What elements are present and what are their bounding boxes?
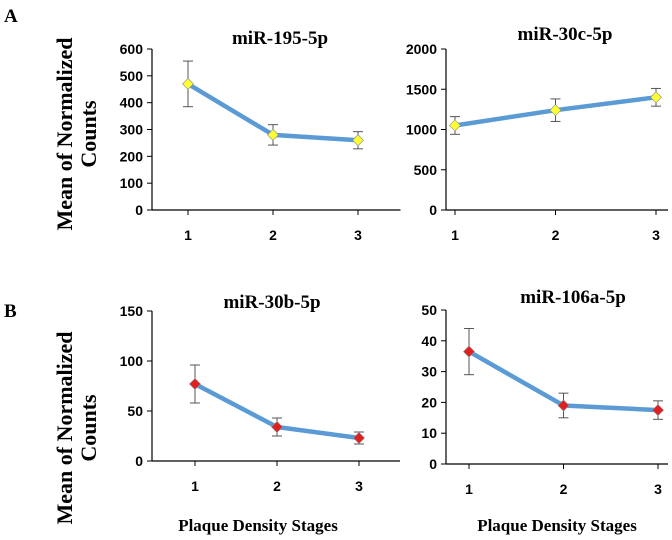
y-tick-label: 400 [120,95,144,111]
data-point [650,91,662,104]
data-point [353,432,365,444]
data-point [267,128,279,141]
y-tick-label: 0 [135,453,143,469]
chart-2: miR-30c-5p 0 500 1000 1500 2000 1 2 3 [406,24,668,243]
data-point [652,404,664,417]
y-tick-label: 500 [414,162,438,178]
y-tick-label: 2000 [406,41,437,57]
x-tick-label: 3 [652,227,660,243]
x-tick-label: 2 [269,227,277,243]
x-tick-label: 1 [184,227,192,243]
data-point [557,399,570,412]
data-point [182,77,194,90]
chart-title: miR-30b-5p [223,292,320,313]
x-tick-label: 1 [465,481,473,497]
x-tick-label: 1 [451,227,459,243]
chart-title: miR-30c-5p [518,24,613,45]
x-axis-label-left: Plaque Density Stages [178,516,338,535]
x-tick-label: 1 [191,478,199,494]
y-tick-label: 1000 [406,122,437,138]
x-tick-label: 3 [354,227,362,243]
y-tick-label: 30 [421,364,437,380]
data-point [449,119,461,132]
y-tick-label: 10 [421,425,437,441]
y-tick-label: 50 [421,302,437,318]
data-point [189,378,201,390]
y-tick-label: 20 [421,394,437,410]
data-point [271,421,283,433]
panel-letter-b: B [4,301,17,322]
data-point [463,345,475,358]
x-tick-label: 3 [654,481,662,497]
y-axis-label-top-line1: Mean of Normalized [52,37,77,230]
y-tick-label: 0 [135,202,143,218]
x-tick-label: 2 [560,481,568,497]
y-tick-label: 600 [120,41,144,57]
y-tick-label: 100 [120,175,144,191]
y-axis-label-top-line2: Counts [76,100,101,168]
chart-4: miR-106a-5p 0 10 20 30 40 50 1 2 3 [421,287,668,497]
y-tick-label: 300 [120,122,144,138]
y-tick-label: 150 [120,303,144,319]
data-point [549,104,562,117]
panel-letter-a: A [4,6,18,27]
x-tick-label: 3 [355,478,363,494]
chart-title: miR-195-5p [232,28,328,49]
y-tick-label: 40 [421,333,437,349]
data-point [352,134,364,147]
chart-title: miR-106a-5p [520,287,626,308]
y-tick-label: 1500 [406,81,437,97]
chart-3: miR-30b-5p 0 50 100 150 1 2 3 [120,292,400,494]
x-tick-label: 2 [552,227,560,243]
x-tick-label: 2 [273,478,281,494]
y-tick-label: 200 [120,148,144,164]
y-axis-label-bottom-line1: Mean of Normalized [52,331,77,524]
y-tick-label: 100 [120,353,144,369]
y-axis-label-bottom-line2: Counts [76,394,101,462]
y-tick-label: 0 [429,456,437,472]
x-axis-label-right: Plaque Density Stages [477,516,637,535]
y-tick-label: 0 [429,202,437,218]
y-tick-label: 500 [120,68,144,84]
y-tick-label: 50 [127,403,143,419]
chart-1: miR-195-5p 0 100 200 300 400 500 600 1 2 3 [120,28,401,243]
